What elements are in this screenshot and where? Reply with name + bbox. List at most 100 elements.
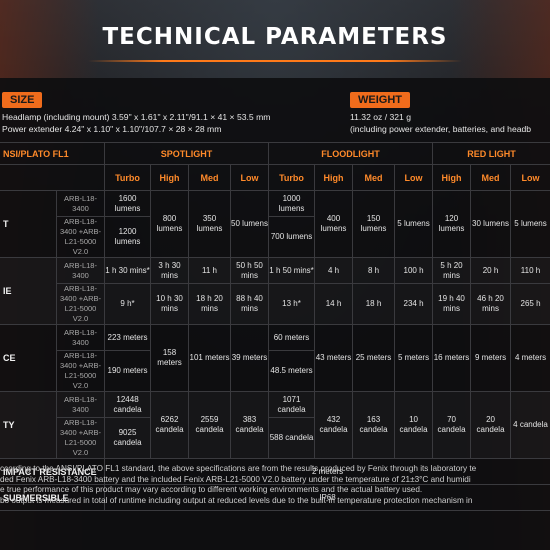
row-label-intensity: TY (0, 391, 57, 459)
weight-line-value: 11.32 oz / 321 g (350, 112, 411, 122)
cell: 4 candela (510, 391, 550, 459)
cell: 110 h (510, 257, 550, 284)
cell: 100 h (394, 257, 434, 284)
cell: 20 h (470, 257, 512, 284)
mode-spot-low: Low (230, 164, 270, 191)
cell: 588 candela (268, 417, 316, 459)
submersible-value: IP68 (104, 484, 550, 511)
impact-value: 2 meters (104, 458, 550, 485)
cell: 1600 lumens (104, 190, 152, 217)
cell: 700 lumens (268, 216, 316, 258)
cell: 265 h (510, 283, 550, 325)
impact-label: IMPACT RESISTANCE (0, 458, 106, 485)
cell: 9025 candela (104, 417, 152, 459)
cell: 383 candela (230, 391, 270, 459)
standard-label: NSI/PLATO FL1 (0, 142, 106, 165)
battery-label: ARB-L18-3400 (55, 324, 106, 351)
footnotes: ccording to the ANSI/PLATO FL1 standard,… (0, 464, 550, 506)
weight-badge: WEIGHT (350, 92, 410, 108)
battery-label: ARB-L18-3400 +ARB-L21-5000 V2.0 (55, 417, 106, 459)
cell: 1 h 50 mins* (268, 257, 316, 284)
cell: 6262 candela (150, 391, 190, 459)
cell: 88 h 40 mins (230, 283, 270, 325)
cell: 5 meters (394, 324, 434, 392)
cell: 25 meters (352, 324, 396, 392)
cell: 60 meters (268, 324, 316, 351)
battery-label: ARB-L18-3400 +ARB-L21-5000 V2.0 (55, 283, 106, 325)
cell: 5 lumens (394, 190, 434, 258)
cell: 190 meters (104, 350, 152, 392)
cell: 18 h 20 mins (188, 283, 232, 325)
table-row: IE ARB-L18-3400 1 h 30 mins* 3 h 30 mins… (0, 257, 550, 325)
battery-label: ARB-L18-3400 +ARB-L21-5000 V2.0 (55, 216, 106, 258)
cell: 800 lumens (150, 190, 190, 258)
cell: 3 h 30 mins (150, 257, 190, 284)
cell: 13 h* (268, 283, 316, 325)
table-row: T ARB-L18-3400 1600 lumens 800 lumens 35… (0, 190, 550, 258)
cell: 5 h 20 mins (432, 257, 472, 284)
mode-red-low: Low (510, 164, 550, 191)
cell: 4 h (314, 257, 354, 284)
battery-label: ARB-L18-3400 (55, 391, 106, 418)
cell: 5 lumens (510, 190, 550, 258)
cell: 11 h (188, 257, 232, 284)
impact-row: IMPACT RESISTANCE 2 meters (0, 458, 550, 485)
group-floodlight: FLOODLIGHT (268, 142, 434, 165)
cell: 158 meters (150, 324, 190, 392)
table-row: CE ARB-L18-3400 223 meters 158 meters 10… (0, 324, 550, 392)
cell: 39 meters (230, 324, 270, 392)
cell: 46 h 20 mins (470, 283, 512, 325)
group-header-row: NSI/PLATO FL1 SPOTLIGHT FLOODLIGHT RED L… (0, 142, 550, 165)
table-row: TY ARB-L18-3400 12448 candela 6262 cande… (0, 391, 550, 459)
cell: 16 meters (432, 324, 472, 392)
group-spotlight: SPOTLIGHT (104, 142, 270, 165)
parameters-table: NSI/PLATO FL1 SPOTLIGHT FLOODLIGHT RED L… (0, 142, 550, 511)
submersible-label: SUBMERSIBLE (0, 484, 106, 511)
cell: 19 h 40 mins (432, 283, 472, 325)
cell: 18 h (352, 283, 396, 325)
cell: 30 lumens (470, 190, 512, 258)
size-badge: SIZE (2, 92, 43, 108)
row-label-runtime: IE (0, 257, 57, 325)
cell: 101 meters (188, 324, 232, 392)
page-title: TECHNICAL PARAMETERS (102, 24, 448, 50)
cell: 12448 candela (104, 391, 152, 418)
footnote-line: bo output is measured in total of runtim… (0, 495, 473, 505)
cell: 9 h* (104, 283, 152, 325)
cell: 10 h 30 mins (150, 283, 190, 325)
footnote-line: ded Fenix ARB-L18-3400 battery and the i… (0, 474, 471, 484)
cell: 400 lumens (314, 190, 354, 258)
cell: 10 candela (394, 391, 434, 459)
mode-header-blank (0, 164, 106, 191)
cell: 223 meters (104, 324, 152, 351)
cell: 14 h (314, 283, 354, 325)
cell: 350 lumens (188, 190, 232, 258)
cell: 2559 candela (188, 391, 232, 459)
cell: 50 h 50 mins (230, 257, 270, 284)
cell: 1000 lumens (268, 190, 316, 217)
cell: 432 candela (314, 391, 354, 459)
submersible-row: SUBMERSIBLE IP68 (0, 484, 550, 511)
cell: 8 h (352, 257, 396, 284)
cell: 1200 lumens (104, 216, 152, 258)
cell: 20 candela (470, 391, 512, 459)
table-row: ARB-L18-3400 +ARB-L21-5000 V2.0 9025 can… (0, 417, 550, 459)
cell: 50 lumens (230, 190, 270, 258)
row-label-output: T (0, 190, 57, 258)
cell: 4 meters (510, 324, 550, 392)
cell: 43 meters (314, 324, 354, 392)
cell: 9 meters (470, 324, 512, 392)
size-line-extender: Power extender 4.24" x 1.10" x 1.10"/107… (2, 124, 222, 134)
battery-label: ARB-L18-3400 (55, 257, 106, 284)
table-row: ARB-L18-3400 +ARB-L21-5000 V2.0 190 mete… (0, 350, 550, 392)
table-row: ARB-L18-3400 +ARB-L21-5000 V2.0 9 h* 10 … (0, 283, 550, 325)
size-line-headlamp: Headlamp (including mount) 3.59" x 1.61"… (2, 112, 271, 122)
mode-spot-high: High (150, 164, 190, 191)
weight-line-note: (including power extender, batteries, an… (350, 124, 532, 134)
title-underline (88, 60, 462, 62)
footnote-line: e true performance of this product may v… (0, 485, 423, 494)
row-label-distance: CE (0, 324, 57, 392)
mode-flood-low: Low (394, 164, 434, 191)
mode-header-row: Turbo High Med Low Turbo High Med Low Hi… (0, 164, 550, 191)
mode-red-high: High (432, 164, 472, 191)
